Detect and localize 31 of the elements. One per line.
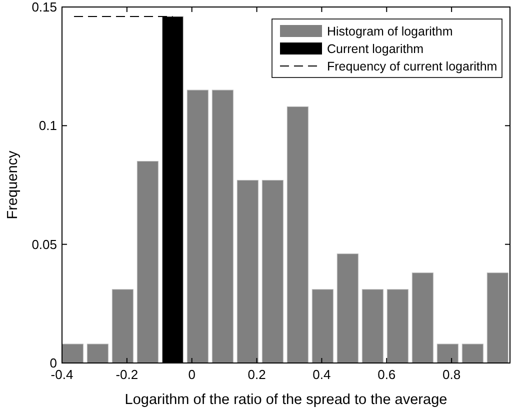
bar — [412, 272, 434, 364]
bar — [362, 289, 384, 364]
bar — [262, 180, 284, 364]
x-tick-label: 0.8 — [442, 367, 461, 382]
x-tick-label: 0 — [188, 367, 196, 382]
bar — [386, 289, 408, 364]
bar — [212, 90, 234, 364]
x-axis-title: Logarithm of the ratio of the spread to the average — [124, 392, 448, 408]
y-tick-label: 0.1 — [38, 118, 57, 134]
x-tick-label: 0.4 — [312, 367, 331, 382]
bar — [86, 344, 109, 364]
legend-label: Current logarithm — [327, 42, 424, 56]
x-tick-label: -0.2 — [116, 367, 138, 382]
y-tick-label: 0.05 — [32, 236, 57, 252]
bar — [486, 272, 508, 364]
bar — [236, 180, 258, 364]
bar — [436, 344, 458, 364]
bar — [336, 254, 358, 364]
bar — [286, 106, 308, 364]
bar — [112, 289, 134, 364]
x-tick-label: 0.2 — [248, 367, 266, 382]
legend-label: Frequency of current logarithm — [327, 59, 498, 74]
x-tick-label: 0.6 — [378, 367, 396, 382]
bar — [312, 289, 334, 364]
legend-label: Histogram of logarithm — [327, 24, 453, 38]
y-axis-title: Frequency — [5, 150, 21, 220]
y-tick-label: 0.15 — [32, 0, 57, 15]
bar — [462, 344, 484, 364]
bar — [62, 344, 84, 364]
bar — [136, 160, 159, 364]
bar — [186, 90, 208, 364]
